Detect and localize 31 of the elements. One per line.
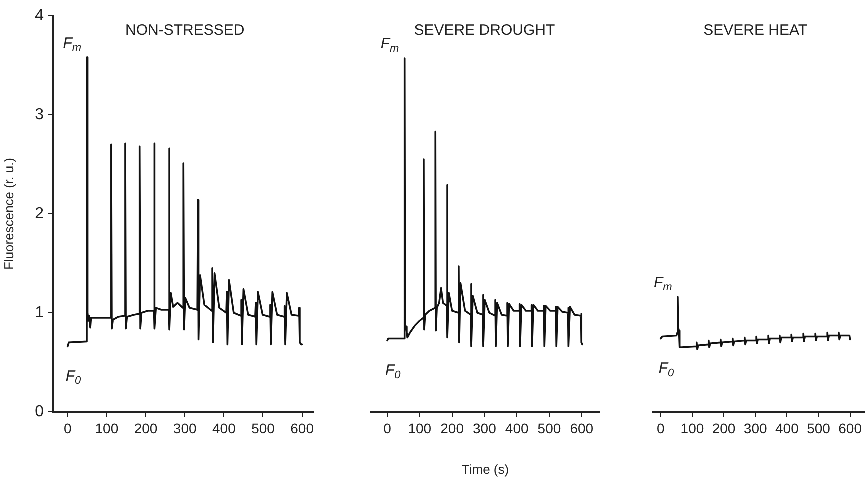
y-tick-label: 1 (35, 304, 44, 322)
chart-title: SEVERE DROUGHT (414, 22, 556, 40)
x-tick-label: 0 (64, 420, 72, 436)
y-tick-label: 0 (35, 403, 44, 420)
chart-title: NON-STRESSED (125, 22, 245, 40)
x-tick-label: 500 (252, 420, 276, 436)
x-tick-label: 300 (173, 420, 197, 436)
x-tick-label: 0 (384, 420, 392, 436)
x-tick-label: 100 (95, 420, 119, 436)
x-tick-label: 0 (656, 420, 665, 436)
x-tick-label: 200 (134, 420, 158, 436)
x-axis-title: Time (s) (462, 462, 510, 477)
x-tick-label: 500 (807, 420, 831, 436)
y-tick-label: 3 (35, 106, 44, 124)
x-tick-label: 400 (212, 420, 236, 436)
y-tick-label: 2 (35, 205, 44, 222)
x-tick-label: 500 (538, 420, 562, 436)
x-tick-label: 100 (408, 420, 432, 436)
x-tick-label: 600 (290, 420, 314, 436)
x-tick-label: 300 (744, 420, 768, 436)
x-tick-label: 100 (680, 420, 704, 436)
x-tick-label: 200 (440, 420, 464, 436)
x-tick-label: 400 (505, 420, 529, 436)
chart-title: SEVERE HEAT (704, 22, 808, 40)
x-tick-label: 300 (473, 420, 497, 436)
y-axis-title: Fluorescence (r. u.) (1, 158, 16, 270)
x-tick-label: 600 (838, 420, 862, 436)
x-tick-label: 400 (776, 420, 800, 436)
y-tick-label: 4 (35, 7, 44, 24)
x-tick-label: 600 (570, 420, 594, 436)
x-tick-label: 200 (712, 420, 736, 436)
